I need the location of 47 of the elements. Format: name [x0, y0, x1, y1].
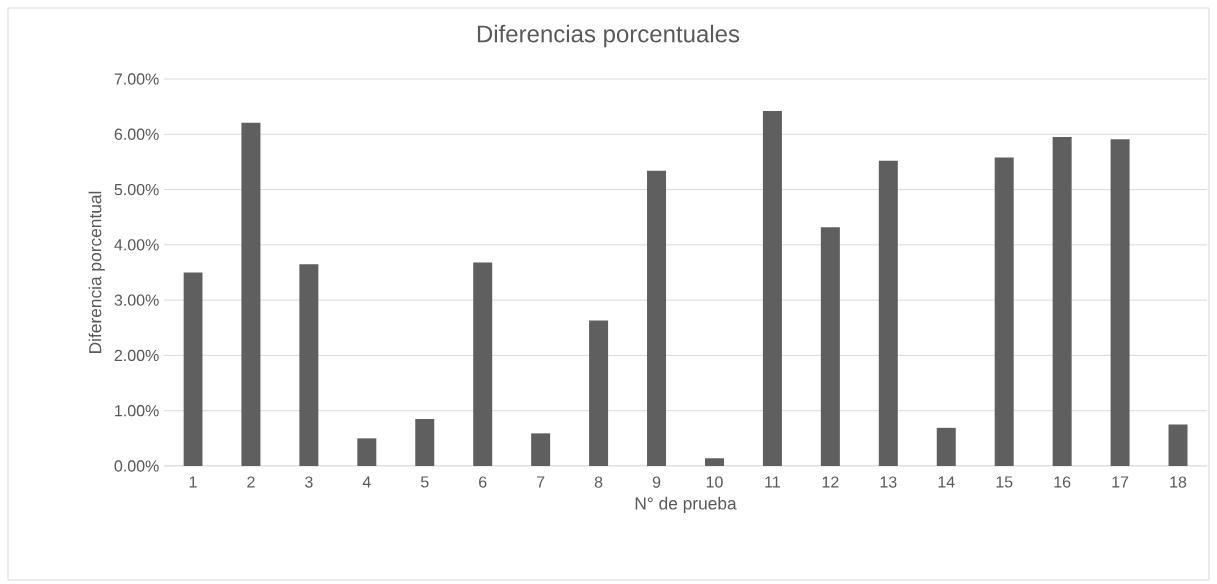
- y-tick-label: 4.00%: [114, 239, 159, 251]
- bar: [299, 264, 319, 466]
- x-tick-label: 9: [652, 476, 661, 488]
- x-tick-label: 17: [1112, 476, 1129, 488]
- x-tick-label: 7: [537, 476, 545, 488]
- x-tick-label: 3: [305, 476, 313, 488]
- bar: [473, 262, 493, 466]
- x-tick-label: 18: [1170, 476, 1187, 488]
- x-tick-label: 8: [594, 476, 603, 488]
- x-tick-label: 1: [189, 476, 197, 488]
- y-tick-label: 6.00%: [114, 128, 159, 140]
- bar: [878, 160, 898, 466]
- bar: [183, 272, 203, 466]
- bar: [589, 320, 609, 466]
- x-tick-label: 16: [1054, 476, 1071, 488]
- y-tick-label: 2.00%: [114, 349, 159, 362]
- x-tick-label: 10: [706, 476, 723, 488]
- bar: [531, 433, 551, 466]
- bar: [762, 111, 782, 466]
- bar: [357, 438, 377, 466]
- x-tick-label: 5: [420, 476, 429, 488]
- bar: [704, 458, 724, 466]
- bar: [994, 157, 1014, 466]
- bar: [647, 170, 667, 466]
- y-tick-label: 1.00%: [115, 405, 159, 417]
- bar: [1168, 424, 1188, 466]
- bar: [820, 227, 840, 466]
- x-tick-label: 12: [822, 476, 839, 488]
- x-tick-label: 4: [362, 476, 371, 488]
- x-tick-label: 11: [765, 476, 780, 488]
- y-tick-label: 3.00%: [114, 294, 159, 306]
- y-axis-title: Diferencia porcentual: [88, 191, 105, 353]
- y-tick-label: 0.00%: [114, 460, 159, 472]
- chart-title: Diferencias porcentuales: [477, 24, 740, 48]
- bar: [936, 427, 956, 466]
- x-tick-label: 13: [880, 476, 897, 488]
- bar: [241, 122, 261, 466]
- bar: [1110, 139, 1130, 466]
- x-tick-label: 6: [479, 476, 487, 488]
- x-tick-label: 14: [938, 476, 955, 488]
- bar: [1052, 137, 1072, 466]
- y-tick-label: 5.00%: [114, 183, 159, 196]
- y-tick-label: 7.00%: [114, 73, 159, 85]
- bar: [415, 419, 435, 466]
- x-axis-title: N° de prueba: [635, 496, 737, 514]
- x-tick-label: 2: [247, 476, 255, 488]
- x-tick-label: 15: [996, 476, 1013, 488]
